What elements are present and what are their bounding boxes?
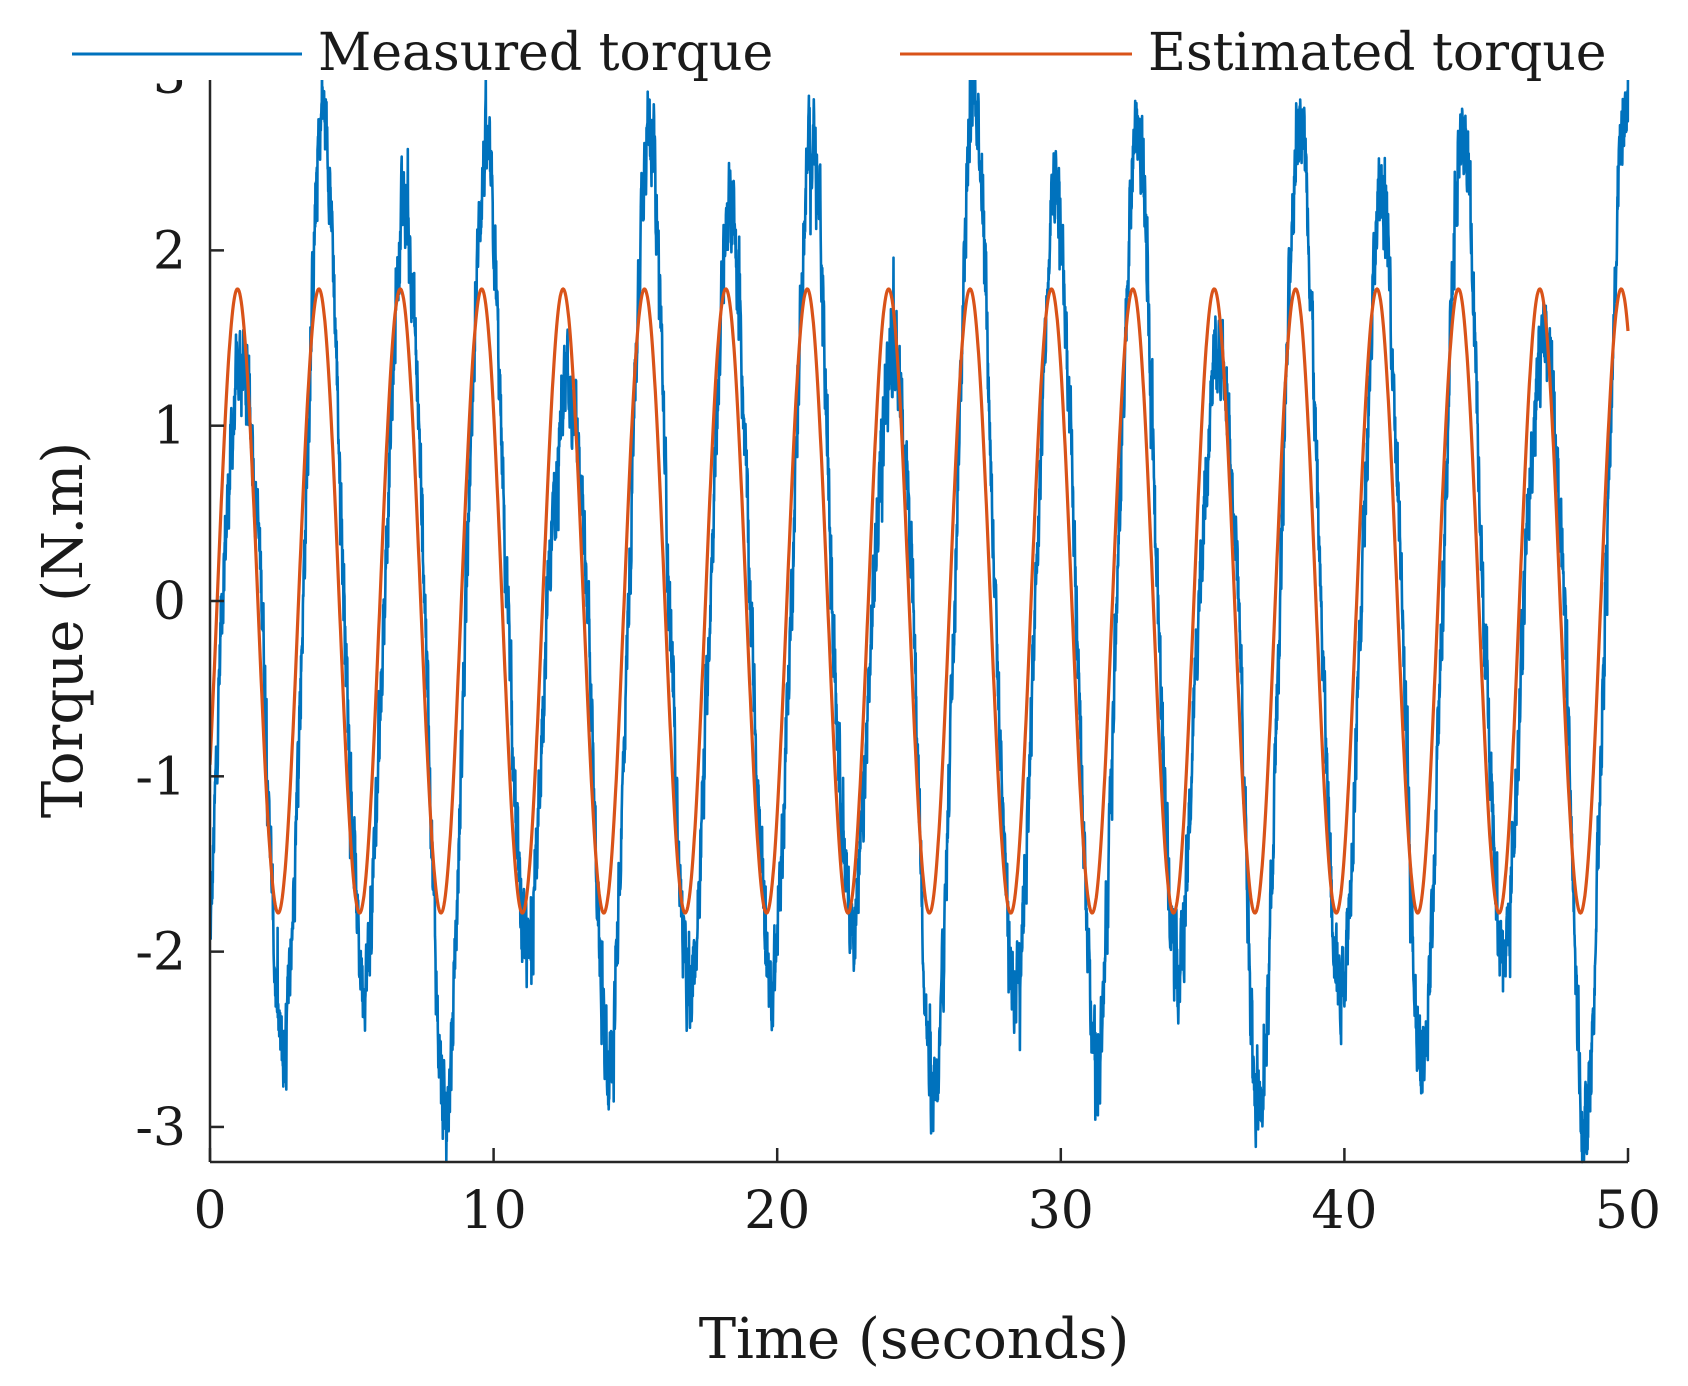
y-tick-label: 0 [153,572,186,632]
y-tick-label: -2 [135,923,186,983]
legend: Measured torque Estimated torque [60,0,1680,83]
x-tick-label: 30 [1028,1181,1094,1241]
x-tick-label: 50 [1595,1181,1661,1241]
y-tick-label: 1 [153,397,186,457]
y-tick-label: -1 [135,747,186,807]
legend-background [60,0,1680,80]
series-layer [210,54,1630,1164]
y-tick-label: 2 [153,221,186,281]
x-tick-label: 20 [744,1181,810,1241]
x-tick-label: 40 [1311,1181,1377,1241]
x-tick-label: 10 [461,1181,527,1241]
x-axis-title: Time (seconds) [699,1307,1130,1372]
legend-label-estimated: Estimated torque [1148,23,1607,83]
series-estimated-torque-line [210,287,1630,915]
y-axis-title: Torque (N.m) [31,442,96,818]
x-tick-label: 0 [193,1181,226,1241]
legend-label-measured: Measured torque [318,23,773,83]
series-measured-torque-line [210,54,1630,1164]
y-tick-label: -3 [135,1098,186,1158]
